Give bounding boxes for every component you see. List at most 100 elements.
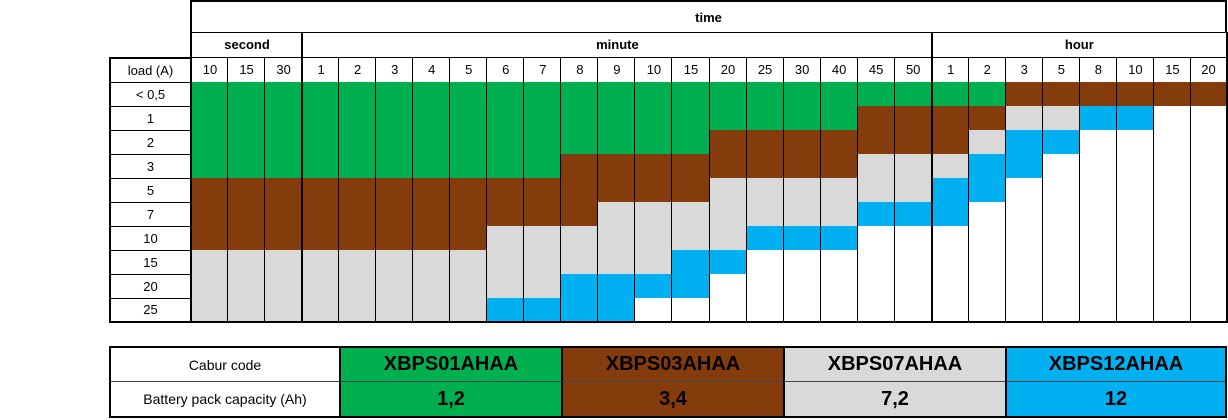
load-cell	[1041, 298, 1080, 323]
load-label: 2	[109, 130, 191, 155]
load-cell	[1115, 202, 1154, 227]
load-label: 20	[109, 274, 191, 299]
load-cell	[893, 298, 932, 323]
load-cell	[1189, 274, 1228, 299]
load-cell	[782, 202, 821, 227]
load-cell	[893, 106, 932, 131]
load-cell	[597, 106, 636, 131]
load-cell	[634, 82, 673, 107]
load-cell	[227, 154, 266, 179]
load-cell	[486, 250, 525, 275]
load-cell	[412, 298, 451, 323]
load-cell	[967, 250, 1006, 275]
load-cell	[893, 178, 932, 203]
load-cell	[486, 274, 525, 299]
load-cell	[338, 82, 377, 107]
load-cell	[301, 202, 340, 227]
load-cell	[1078, 130, 1117, 155]
load-cell	[301, 298, 340, 323]
load-cell	[782, 106, 821, 131]
column-label: 15	[227, 57, 266, 83]
load-cell	[708, 202, 747, 227]
column-label: 10	[1115, 57, 1154, 83]
group-label: second	[190, 32, 303, 58]
load-cell	[597, 154, 636, 179]
load-cell	[671, 298, 710, 323]
load-cell	[930, 82, 969, 107]
load-cell	[930, 274, 969, 299]
load-cell	[1152, 250, 1191, 275]
load-cell	[449, 298, 488, 323]
load-cell	[782, 130, 821, 155]
load-cell	[819, 82, 858, 107]
load-cell	[1078, 82, 1117, 107]
load-cell	[1152, 82, 1191, 107]
load-cell	[190, 154, 229, 179]
load-label: 10	[109, 226, 191, 251]
load-cell	[412, 178, 451, 203]
load-cell	[1041, 82, 1080, 107]
load-cell	[1004, 154, 1043, 179]
load-cell	[634, 250, 673, 275]
load-cell	[1189, 178, 1228, 203]
load-cell	[1041, 274, 1080, 299]
load-cell	[301, 106, 340, 131]
load-cell	[1152, 154, 1191, 179]
load-cell	[1041, 250, 1080, 275]
column-label: 20	[1189, 57, 1228, 83]
load-cell	[486, 154, 525, 179]
load-cell	[634, 226, 673, 251]
load-cell	[560, 82, 599, 107]
load-cell	[671, 226, 710, 251]
column-label: 2	[338, 57, 377, 83]
load-cell	[264, 106, 303, 131]
load-cell	[190, 298, 229, 323]
load-cell	[597, 130, 636, 155]
load-cell	[264, 202, 303, 227]
load-cell	[412, 82, 451, 107]
row-header: load (A)	[109, 57, 191, 83]
load-cell	[449, 250, 488, 275]
load-cell	[967, 106, 1006, 131]
load-cell	[375, 130, 414, 155]
load-cell	[893, 130, 932, 155]
load-cell	[1041, 178, 1080, 203]
load-cell	[301, 226, 340, 251]
load-cell	[1152, 226, 1191, 251]
load-cell	[856, 178, 895, 203]
load-cell	[1078, 226, 1117, 251]
load-cell	[227, 202, 266, 227]
load-cell	[1004, 130, 1043, 155]
load-cell	[597, 250, 636, 275]
load-label: 15	[109, 250, 191, 275]
load-cell	[1152, 178, 1191, 203]
load-cell	[745, 226, 784, 251]
load-cell	[523, 178, 562, 203]
column-label: 4	[412, 57, 451, 83]
load-cell	[597, 178, 636, 203]
load-cell	[1004, 202, 1043, 227]
load-cell	[412, 130, 451, 155]
load-cell	[1078, 298, 1117, 323]
load-cell	[782, 82, 821, 107]
load-cell	[745, 82, 784, 107]
column-label: 3	[375, 57, 414, 83]
load-cell	[449, 226, 488, 251]
battery-code: XBPS12AHAA	[1005, 346, 1227, 382]
column-label: 45	[856, 57, 895, 83]
load-cell	[745, 202, 784, 227]
load-cell	[856, 82, 895, 107]
column-label: 10	[190, 57, 229, 83]
load-label: 3	[109, 154, 191, 179]
load-cell	[856, 130, 895, 155]
load-cell	[634, 202, 673, 227]
load-cell	[227, 226, 266, 251]
load-cell	[1189, 226, 1228, 251]
load-cell	[375, 202, 414, 227]
load-cell	[930, 106, 969, 131]
load-cell	[1041, 202, 1080, 227]
battery-capacity: 3,4	[561, 382, 783, 418]
load-cell	[597, 298, 636, 323]
load-cell	[1004, 178, 1043, 203]
load-cell	[819, 130, 858, 155]
